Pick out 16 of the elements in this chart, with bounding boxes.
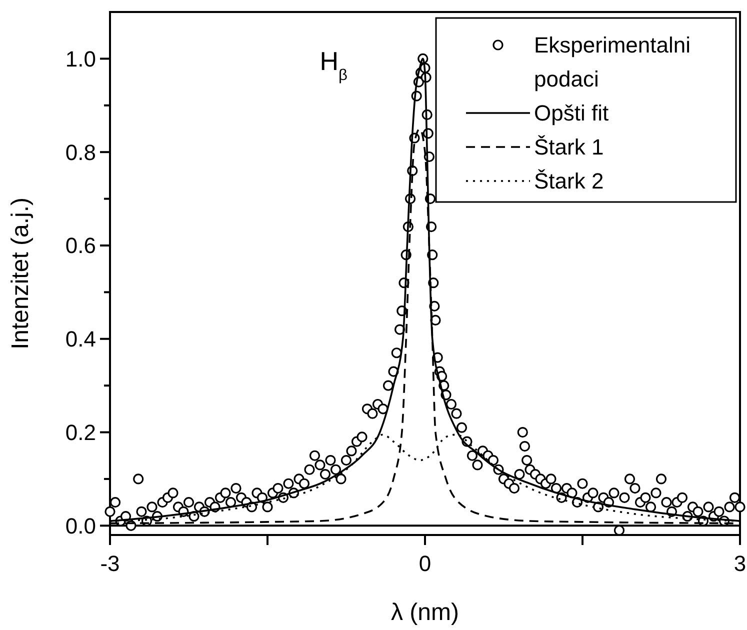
legend-label: Štark 1 [534, 134, 604, 160]
x-tick-label: 3 [734, 551, 746, 576]
x-axis-title: λ (nm) [391, 599, 459, 626]
y-tick-label: 0.8 [65, 140, 96, 165]
y-tick-label: 0.4 [65, 326, 96, 352]
x-tick-label: 0 [418, 551, 432, 576]
legend-label: Eksperimentalni podaci [534, 32, 691, 92]
y-tick-label: 0.6 [65, 233, 96, 258]
legend-label: Opšti fit [534, 100, 609, 126]
y-axis-title: Intenzitet (a.j.) [7, 197, 34, 350]
annotation: H$_{β}$ [320, 46, 348, 84]
y-tick-label: 0.2 [65, 420, 96, 445]
legend-label: Štark 2 [534, 168, 604, 194]
x-tick-label: -3 [100, 551, 120, 576]
y-tick-label: 0.0 [65, 513, 96, 538]
y-tick-label: 1.0 [65, 46, 96, 72]
